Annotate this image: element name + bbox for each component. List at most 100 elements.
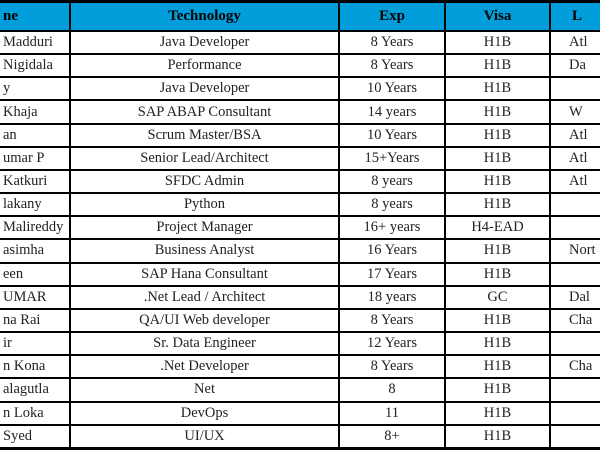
cell-exp: 18 years (338, 284, 446, 310)
table-row: ir Sr. Data Engineer 12 Years H1B (0, 331, 600, 357)
cell-exp: 16 Years (338, 238, 446, 264)
cell-exp: 8 (338, 377, 446, 403)
cell-technology: QA/UI Web developer (69, 307, 340, 334)
cell-name: n Loka (0, 400, 71, 426)
cell-exp: 10 Years (338, 122, 446, 148)
table-body: Madduri Java Developer 8 Years H1B Atl Nigida… (0, 29, 600, 450)
table-row: Nigidala Performance 8 Years H1B Da (0, 53, 600, 79)
cell-technology: Java Developer (69, 76, 340, 102)
cell-name: umar P (0, 145, 71, 171)
cell-visa: H1B (444, 238, 551, 264)
cell-technology: Java Developer (69, 29, 340, 56)
cell-exp: 16+ years (338, 215, 446, 241)
header-cell-visa: Visa (444, 0, 551, 32)
cell-technology: UI/UX (69, 423, 340, 450)
header-cell-location: L (549, 0, 600, 32)
cell-visa: H1B (444, 168, 551, 195)
cell-name: asimha (0, 238, 71, 264)
cell-location (549, 76, 600, 102)
cell-name: lakany (0, 192, 71, 218)
cell-location (549, 400, 600, 426)
header-cell-name: ne (0, 0, 71, 32)
cell-visa: H1B (444, 99, 551, 125)
cell-name: y (0, 76, 71, 102)
cell-location (549, 215, 600, 241)
cell-technology: Net (69, 377, 340, 403)
cell-visa: H4-EAD (444, 215, 551, 241)
table-row: Madduri Java Developer 8 Years H1B Atl (0, 29, 600, 56)
table-row: alagutla Net 8 H1B (0, 377, 600, 403)
cell-technology: Senior Lead/Architect (69, 145, 340, 171)
table-row: n Loka DevOps 11 H1B (0, 400, 600, 426)
cell-name: n Kona (0, 354, 71, 380)
cell-visa: H1B (444, 377, 551, 403)
cell-location: Atl (549, 145, 600, 171)
cell-name: an (0, 122, 71, 148)
cell-name: Syed (0, 423, 71, 450)
cell-name: Nigidala (0, 53, 71, 79)
table-header-row: ne Technology Exp Visa L (0, 0, 600, 32)
cell-location (549, 377, 600, 403)
cell-location (549, 423, 600, 450)
cell-visa: H1B (444, 354, 551, 380)
cell-location: Nort (549, 238, 600, 264)
table-row: na Rai QA/UI Web developer 8 Years H1B Cha (0, 307, 600, 334)
cell-exp: 8 Years (338, 53, 446, 79)
table-row: n Kona .Net Developer 8 Years H1B Cha (0, 354, 600, 380)
table-row: een SAP Hana Consultant 17 Years H1B (0, 261, 600, 287)
cell-name: na Rai (0, 307, 71, 334)
cell-technology: Sr. Data Engineer (69, 331, 340, 357)
cell-exp: 14 years (338, 99, 446, 125)
cell-technology: Performance (69, 53, 340, 79)
cell-visa: H1B (444, 192, 551, 218)
cell-technology: Project Manager (69, 215, 340, 241)
table-row: y Java Developer 10 Years H1B (0, 76, 600, 102)
cell-visa: H1B (444, 145, 551, 171)
table-row: UMAR .Net Lead / Architect 18 years GC Dal (0, 284, 600, 310)
cell-name: Malireddy (0, 215, 71, 241)
cell-location: Atl (549, 29, 600, 56)
header-cell-exp: Exp (338, 0, 446, 32)
cell-location: Cha (549, 354, 600, 380)
cell-exp: 8 Years (338, 354, 446, 380)
cell-visa: H1B (444, 76, 551, 102)
cell-technology: SAP ABAP Consultant (69, 99, 340, 125)
cell-technology: SFDC Admin (69, 168, 340, 195)
cell-visa: H1B (444, 400, 551, 426)
table-row: Malireddy Project Manager 16+ years H4-EAD (0, 215, 600, 241)
cell-name: ir (0, 331, 71, 357)
cell-technology: Scrum Master/BSA (69, 122, 340, 148)
header-cell-technology: Technology (69, 0, 340, 32)
cell-exp: 12 Years (338, 331, 446, 357)
cell-name: UMAR (0, 284, 71, 310)
cell-location: Dal (549, 284, 600, 310)
table-row: Katkuri SFDC Admin 8 years H1B Atl (0, 168, 600, 195)
cell-exp: 11 (338, 400, 446, 426)
cell-technology: .Net Lead / Architect (69, 284, 340, 310)
cell-location (549, 192, 600, 218)
cell-visa: H1B (444, 423, 551, 450)
cell-exp: 8 years (338, 192, 446, 218)
table-row: lakany Python 8 years H1B (0, 192, 600, 218)
cell-location: Atl (549, 122, 600, 148)
cell-technology: Business Analyst (69, 238, 340, 264)
cell-location: W (549, 99, 600, 125)
cell-location (549, 261, 600, 287)
cell-exp: 8 years (338, 168, 446, 195)
cell-exp: 10 Years (338, 76, 446, 102)
cell-location: Atl (549, 168, 600, 195)
cell-visa: H1B (444, 53, 551, 79)
cell-name: alagutla (0, 377, 71, 403)
cell-exp: 17 Years (338, 261, 446, 287)
cell-visa: H1B (444, 29, 551, 56)
cell-location (549, 331, 600, 357)
cell-exp: 15+Years (338, 145, 446, 171)
table-row: Syed UI/UX 8+ H1B (0, 423, 600, 450)
cell-technology: Python (69, 192, 340, 218)
table-row: Khaja SAP ABAP Consultant 14 years H1B W (0, 99, 600, 125)
cell-technology: SAP Hana Consultant (69, 261, 340, 287)
cell-visa: H1B (444, 261, 551, 287)
cell-location: Da (549, 53, 600, 79)
